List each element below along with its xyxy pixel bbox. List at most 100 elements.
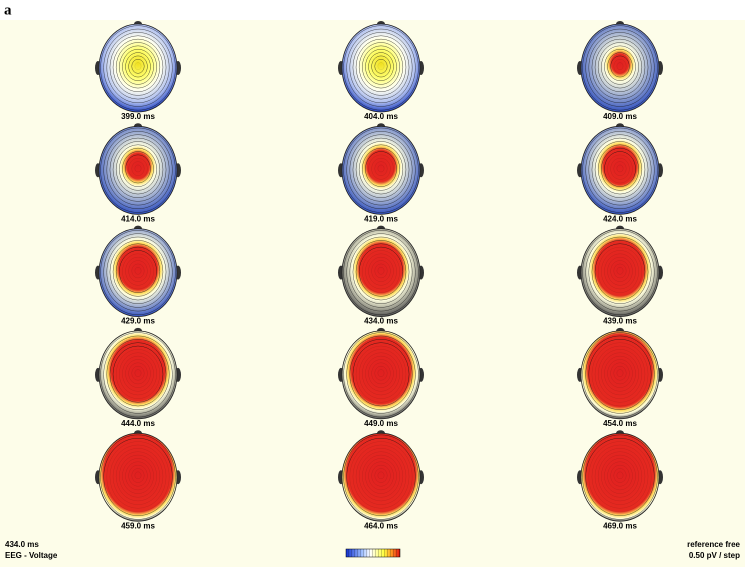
- contour: [377, 62, 385, 70]
- contour: [343, 25, 419, 111]
- contour: [374, 365, 388, 381]
- contour: [368, 154, 394, 184]
- contour: [343, 332, 419, 418]
- contour: [112, 448, 164, 505]
- contour: [115, 246, 161, 297]
- contour: [362, 147, 400, 191]
- contour: [613, 263, 627, 279]
- contour: [362, 454, 400, 498]
- contour: [371, 157, 391, 180]
- head: [341, 23, 421, 113]
- contour: [122, 151, 154, 187]
- contour: [355, 345, 407, 403]
- contour: [109, 342, 167, 407]
- contour: [100, 25, 176, 111]
- contour: [352, 137, 410, 202]
- topo-map: [95, 430, 181, 522]
- contour: [594, 141, 646, 198]
- contour: [125, 154, 151, 184]
- contour: [119, 45, 157, 89]
- topo-map: [338, 123, 424, 215]
- contour: [134, 471, 142, 480]
- head: [341, 125, 421, 215]
- contour: [349, 134, 413, 206]
- contour: [368, 256, 394, 286]
- topo-map: [95, 327, 181, 420]
- contour: [594, 38, 646, 96]
- contour: [588, 134, 652, 206]
- contour: [122, 355, 154, 392]
- head: [98, 23, 178, 113]
- contour: [582, 230, 658, 315]
- contour: [582, 434, 658, 520]
- topo-map: [577, 123, 663, 215]
- contour: [352, 240, 410, 304]
- contour: [122, 48, 154, 85]
- contour: [122, 253, 154, 290]
- contour: [131, 365, 145, 381]
- contour: [119, 250, 157, 293]
- contour: [115, 144, 161, 195]
- contour: [597, 144, 643, 195]
- head: [580, 228, 660, 318]
- contour: [100, 230, 176, 315]
- contour: [371, 362, 391, 385]
- contour: [131, 263, 145, 279]
- contour: [585, 233, 655, 312]
- contour: [352, 342, 410, 407]
- contour: [613, 59, 627, 74]
- topo-map: [338, 21, 424, 113]
- contour: [591, 35, 649, 100]
- map-label: 409.0 ms: [603, 112, 637, 121]
- contour: [582, 332, 658, 418]
- contour: [131, 161, 145, 176]
- topo-map: [577, 430, 663, 522]
- contour: [377, 267, 385, 275]
- contour: [134, 62, 142, 70]
- contour: [100, 332, 176, 418]
- contour: [588, 339, 652, 410]
- contour: [125, 256, 151, 286]
- map-label: 439.0 ms: [603, 317, 637, 326]
- contour: [591, 137, 649, 202]
- contour: [115, 42, 161, 92]
- contour: [106, 236, 170, 308]
- contour: [607, 461, 633, 491]
- contour: [374, 263, 388, 279]
- contour: [594, 243, 646, 301]
- head: [580, 125, 660, 215]
- topo-map: [338, 430, 424, 522]
- footer-reference: reference free: [687, 540, 740, 549]
- contour: [371, 464, 391, 487]
- contour: [585, 438, 655, 516]
- contour: [607, 359, 633, 388]
- head: [341, 330, 421, 420]
- contour: [377, 369, 385, 377]
- contour: [125, 461, 151, 491]
- contour: [352, 444, 410, 509]
- contour: [346, 28, 416, 107]
- contour: [597, 451, 643, 502]
- contour: [594, 345, 646, 403]
- footer-modality: EEG - Voltage: [5, 551, 58, 560]
- contour: [358, 451, 404, 502]
- contour: [115, 451, 161, 502]
- contour: [374, 161, 388, 176]
- map-label: 444.0 ms: [121, 419, 155, 428]
- contour: [377, 471, 385, 480]
- contour: [601, 250, 639, 293]
- contour: [601, 352, 639, 396]
- contour: [374, 59, 388, 74]
- contour: [607, 52, 633, 81]
- map-label: 434.0 ms: [364, 317, 398, 326]
- contour: [588, 441, 652, 513]
- contour: [125, 359, 151, 388]
- contour: [112, 345, 164, 403]
- head: [341, 432, 421, 522]
- contour: [594, 448, 646, 505]
- contour: [585, 335, 655, 414]
- contour: [616, 164, 624, 173]
- contour: [358, 144, 404, 195]
- contour: [349, 339, 413, 410]
